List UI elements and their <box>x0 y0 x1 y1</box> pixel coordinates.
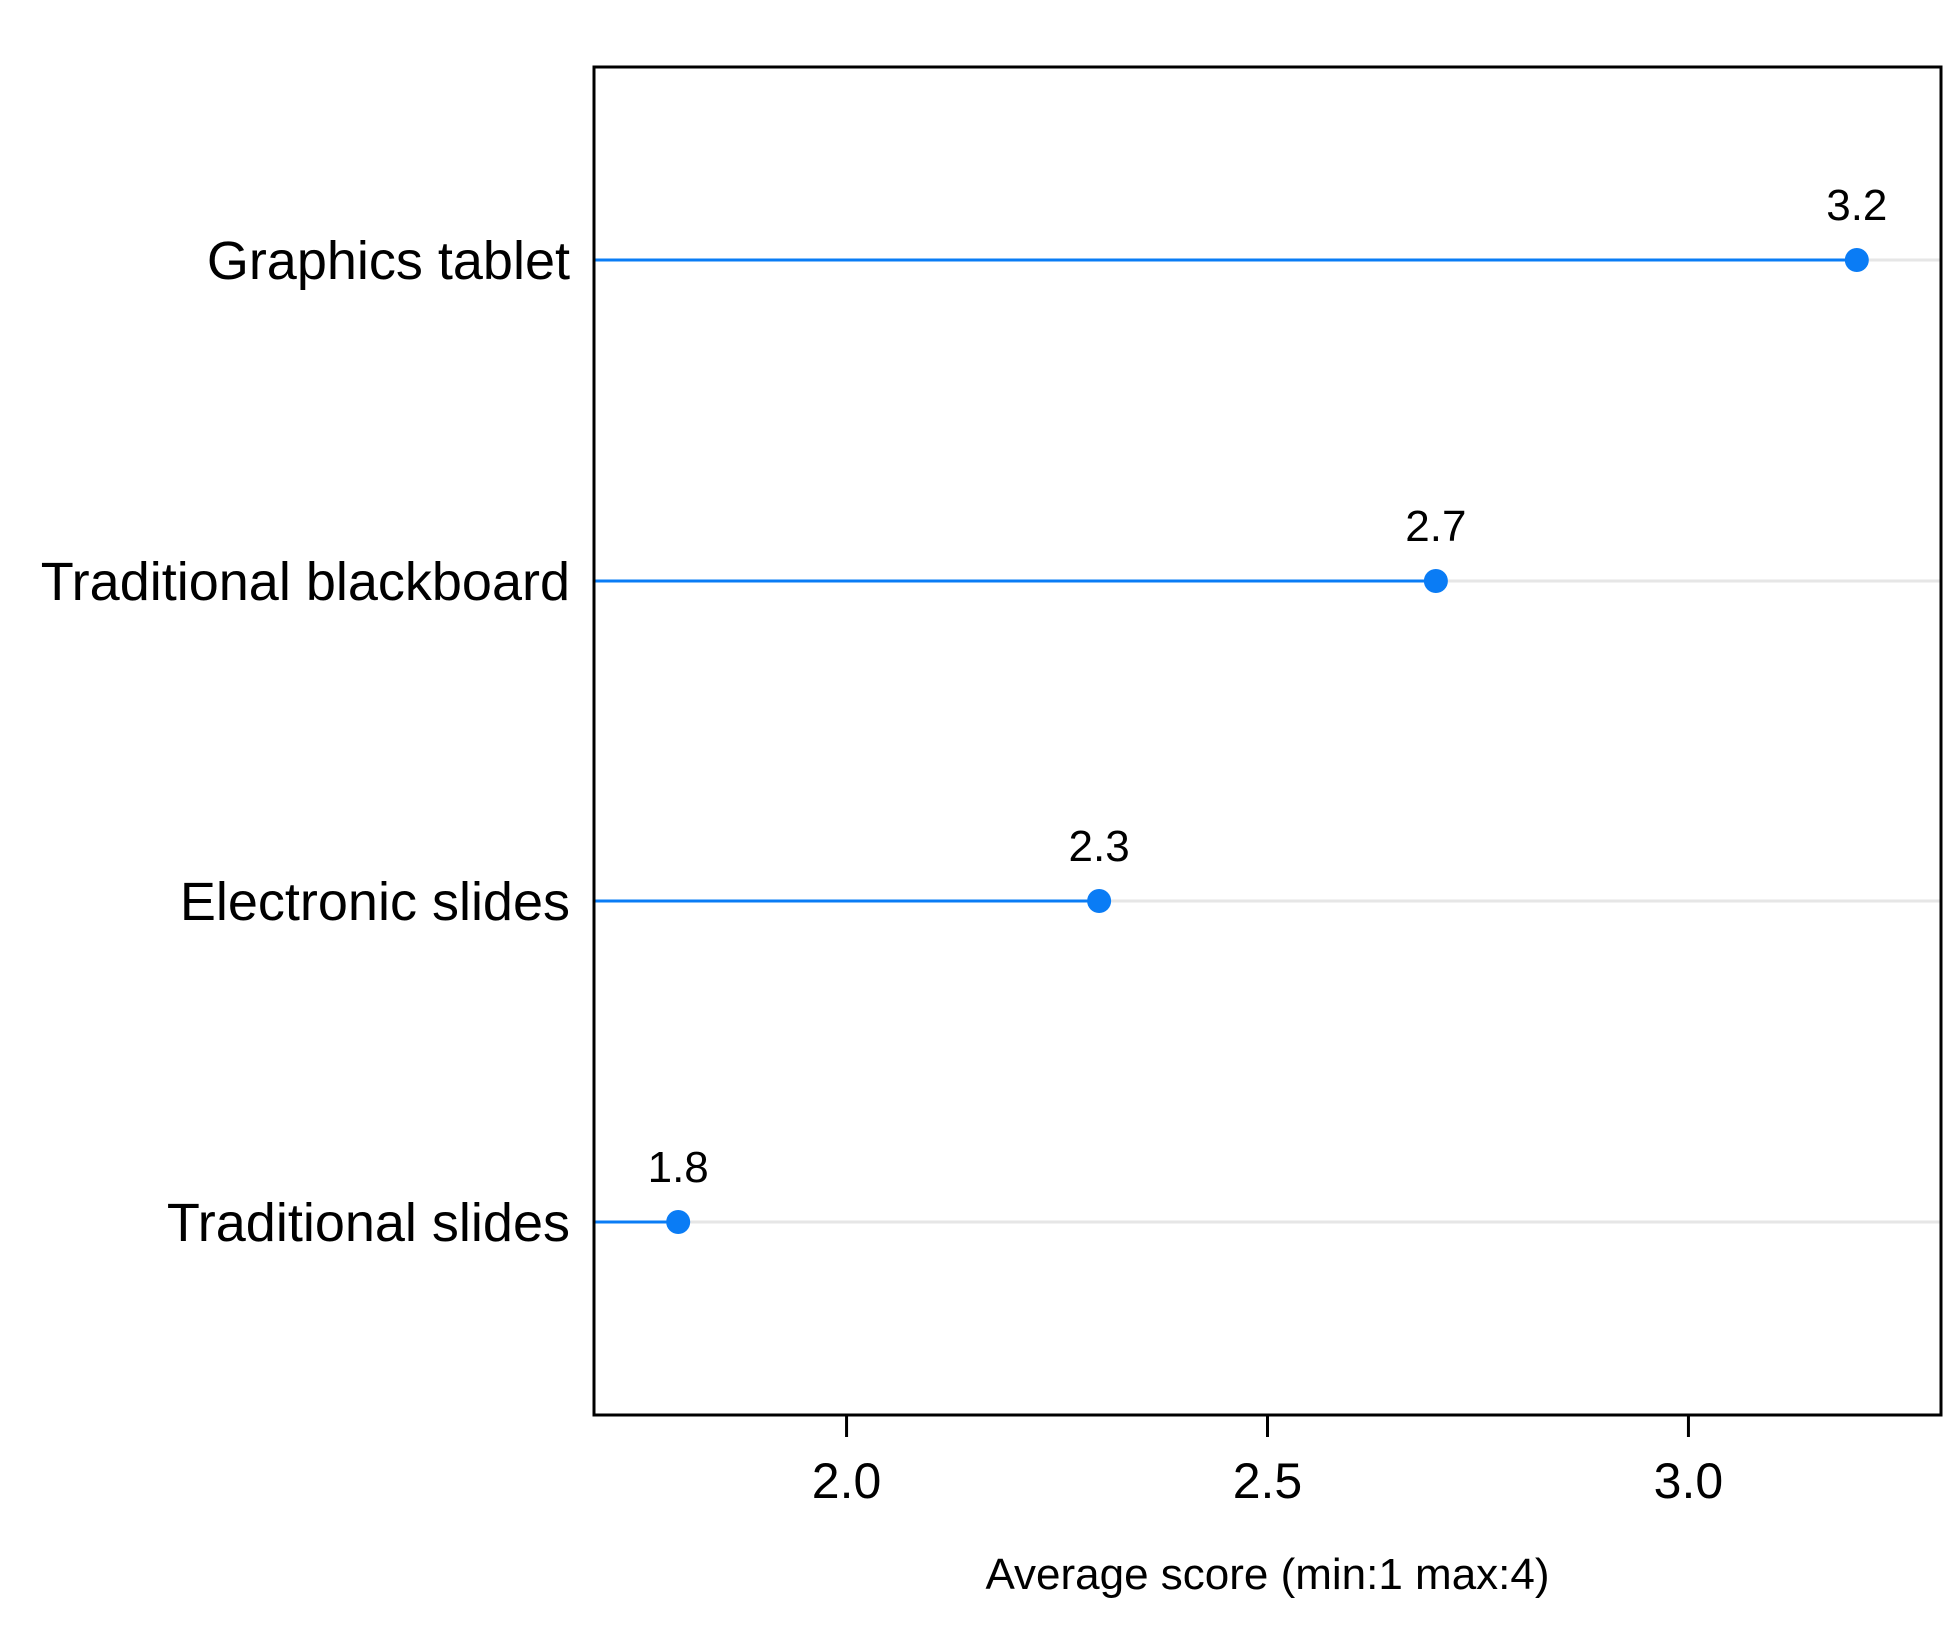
plot-frame <box>592 65 1943 1417</box>
marker-2 <box>1423 569 1448 593</box>
data-label-4: 1.8 <box>648 1143 709 1192</box>
category-label-4: Traditional slides <box>167 1193 570 1253</box>
data-label-1: 3.2 <box>1826 181 1887 230</box>
markers <box>666 248 1869 1234</box>
marker-3 <box>1087 889 1112 913</box>
stems <box>594 258 1857 1224</box>
x-axis-ticks <box>845 1415 1690 1437</box>
data-labels: 3.2 2.7 2.3 1.8 <box>648 181 1888 1192</box>
category-label-1: Graphics tablet <box>207 231 570 291</box>
data-label-3: 2.3 <box>1069 822 1130 871</box>
category-label-2: Traditional blackboard <box>41 552 570 612</box>
data-label-2: 2.7 <box>1405 502 1466 551</box>
gridlines <box>594 258 1941 1224</box>
x-axis-title: Average score (min:1 max:4) <box>985 1550 1549 1599</box>
x-tick-label-3: 3.0 <box>1654 1453 1724 1509</box>
category-labels: Graphics tablet Traditional blackboard Ele… <box>41 231 570 1253</box>
marker-4 <box>666 1210 691 1234</box>
x-tick-label-2: 2.5 <box>1233 1453 1303 1509</box>
x-axis-tick-labels: 2.0 2.5 3.0 <box>812 1453 1723 1509</box>
marker-1 <box>1844 248 1869 272</box>
category-label-3: Electronic slides <box>180 872 570 932</box>
x-tick-label-1: 2.0 <box>812 1453 882 1509</box>
